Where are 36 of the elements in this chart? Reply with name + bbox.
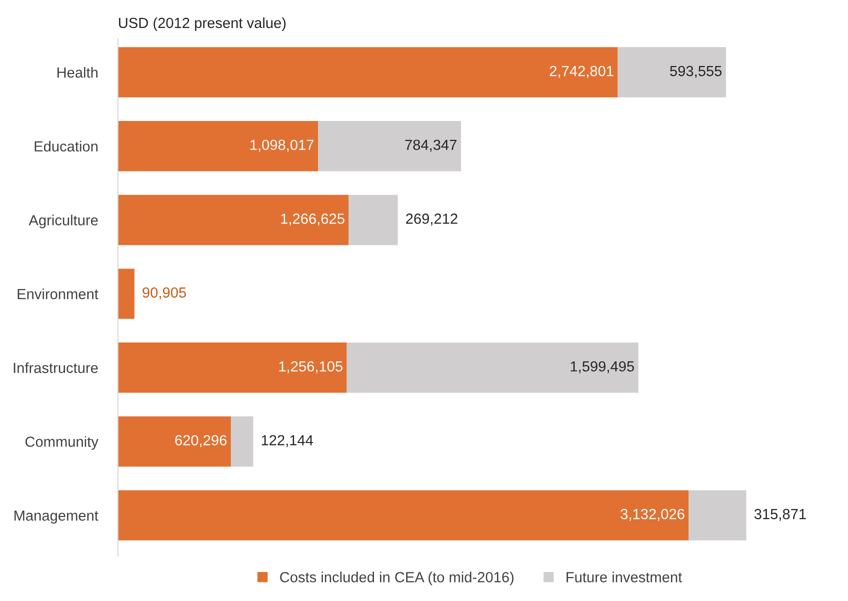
bar [118, 342, 347, 393]
data-label: 90,905 [142, 287, 186, 300]
y-tick-label: Infrastructure [14, 362, 98, 374]
bar [348, 194, 398, 246]
data-label: 1,266,625 [281, 214, 344, 226]
bar [118, 121, 318, 172]
legend-label: Future investment [566, 572, 682, 582]
data-label: 1,256,105 [279, 361, 342, 374]
bar [118, 194, 349, 246]
data-label: 269,212 [406, 214, 458, 226]
bar [688, 490, 746, 540]
bar [318, 121, 461, 172]
legend-label: Costs included in CEA (to mid-2016) [280, 572, 514, 586]
bar [118, 416, 231, 467]
y-tick-label: Agriculture [28, 214, 98, 228]
data-label: 3,132,026 [620, 508, 684, 521]
data-label: 620,296 [175, 435, 227, 448]
data-label: 1,599,495 [570, 361, 634, 374]
bar [118, 268, 134, 319]
data-label: 1,098,017 [250, 140, 314, 152]
data-label: 593,555 [670, 66, 722, 78]
y-tick-label: Community [25, 436, 98, 450]
bar [618, 47, 726, 98]
bar [230, 416, 254, 467]
bar [346, 342, 638, 393]
y-tick-label: Education [34, 140, 98, 152]
y-tick-label: Environment [18, 288, 98, 300]
y-tick-label: Health [57, 67, 98, 78]
chart-title: USD (2012 present value) [119, 17, 286, 31]
data-label: 784,347 [405, 140, 456, 152]
data-label: 315,871 [754, 508, 806, 521]
bar [118, 490, 689, 540]
y-tick-label: Management [14, 510, 98, 524]
bar [118, 47, 618, 98]
data-label: 122,144 [262, 435, 314, 448]
data-label: 2,742,801 [550, 66, 614, 78]
